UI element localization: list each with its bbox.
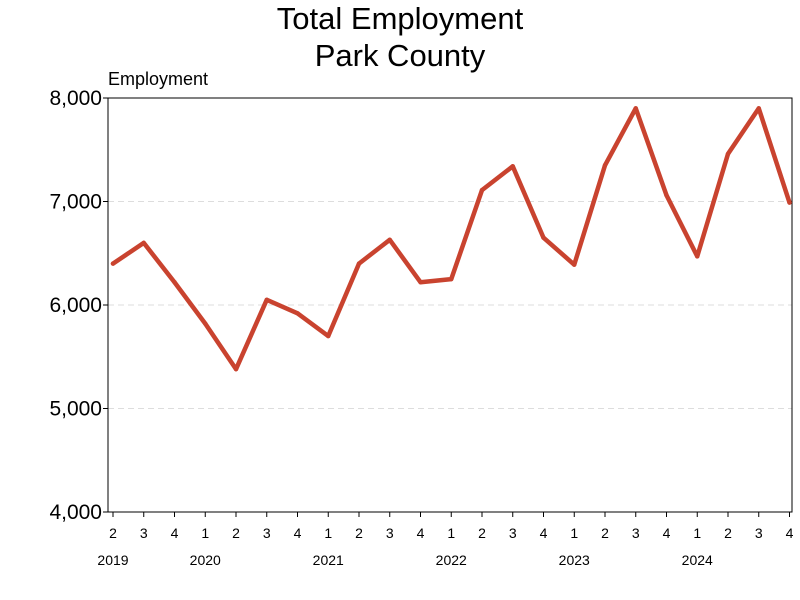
data-point xyxy=(756,106,761,111)
data-point xyxy=(479,187,485,193)
x-tick-label: 1 xyxy=(570,525,578,541)
year-label: 2021 xyxy=(313,552,344,568)
x-tick-label: 2 xyxy=(724,525,732,541)
data-point xyxy=(233,366,239,372)
data-point xyxy=(295,311,300,316)
year-label: 2022 xyxy=(436,552,467,568)
x-tick-label: 2 xyxy=(232,525,240,541)
data-point xyxy=(633,106,638,111)
x-tick-label: 2 xyxy=(601,525,609,541)
data-point xyxy=(326,333,331,339)
data-point xyxy=(725,151,731,157)
data-point xyxy=(695,254,700,259)
x-tick-label: 1 xyxy=(201,525,209,541)
year-label: 2020 xyxy=(190,552,221,568)
y-tick-label: 6,000 xyxy=(49,294,102,317)
data-point xyxy=(356,261,362,266)
x-tick-label: 3 xyxy=(263,525,271,541)
x-tick-label: 4 xyxy=(540,525,548,541)
chart-subtitle: Park County xyxy=(314,38,486,73)
y-tick-label: 7,000 xyxy=(49,191,102,214)
year-label: 2019 xyxy=(97,552,128,568)
chart-title: Total Employment xyxy=(276,1,524,36)
data-point xyxy=(172,280,177,285)
data-point xyxy=(141,240,146,246)
x-tick-label: 3 xyxy=(755,525,763,541)
data-point xyxy=(664,193,669,198)
x-tick-label: 3 xyxy=(140,525,148,541)
data-point xyxy=(110,261,116,266)
x-tick-label: 4 xyxy=(786,525,794,541)
year-label: 2024 xyxy=(682,552,713,568)
x-tick-label: 4 xyxy=(663,525,671,541)
y-axis-label: Employment xyxy=(108,69,208,89)
data-point xyxy=(264,297,269,303)
data-point xyxy=(602,163,608,168)
data-point xyxy=(510,164,515,169)
y-tick-label: 4,000 xyxy=(49,501,102,524)
x-tick-label: 4 xyxy=(294,525,302,541)
x-tick-label: 1 xyxy=(447,525,455,541)
data-point xyxy=(572,262,577,267)
series-line xyxy=(110,106,792,372)
data-point xyxy=(387,237,392,242)
x-tick-label: 4 xyxy=(417,525,425,541)
x-tick-label: 1 xyxy=(324,525,332,541)
x-tick-label: 2 xyxy=(478,525,486,541)
data-point xyxy=(787,200,792,205)
x-tick-label: 4 xyxy=(171,525,179,541)
x-tick-label: 3 xyxy=(509,525,517,541)
y-tick-label: 5,000 xyxy=(49,398,102,421)
data-point xyxy=(203,321,208,326)
data-point xyxy=(449,276,454,282)
x-tick-label: 1 xyxy=(693,525,701,541)
data-point xyxy=(418,280,423,285)
x-tick-label: 3 xyxy=(386,525,394,541)
year-label: 2023 xyxy=(559,552,590,568)
x-tick-label: 3 xyxy=(632,525,640,541)
x-tick-label: 2 xyxy=(109,525,117,541)
data-point xyxy=(541,235,546,240)
y-tick-label: 8,000 xyxy=(49,87,102,110)
x-tick-label: 2 xyxy=(355,525,363,541)
